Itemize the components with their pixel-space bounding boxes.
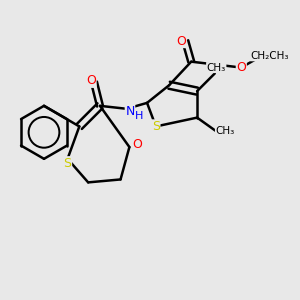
Text: O: O — [236, 61, 246, 74]
Text: O: O — [86, 74, 96, 87]
Text: N: N — [125, 105, 135, 118]
Text: O: O — [132, 138, 142, 151]
Text: CH₃: CH₃ — [207, 63, 226, 73]
Text: H: H — [135, 111, 143, 121]
Text: CH₃: CH₃ — [215, 126, 235, 136]
Text: S: S — [152, 120, 160, 133]
Text: S: S — [64, 157, 72, 170]
Text: O: O — [176, 34, 186, 48]
Text: CH₂CH₃: CH₂CH₃ — [250, 51, 289, 61]
